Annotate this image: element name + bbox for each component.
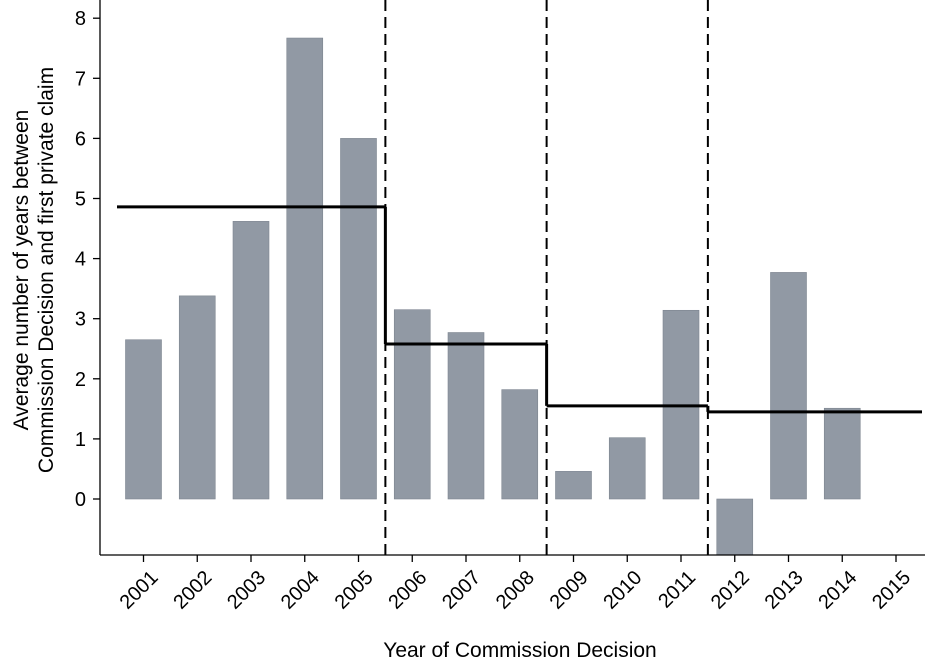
y-tick-label-4: 4 bbox=[75, 249, 86, 271]
x-tick-label-2008: 2008 bbox=[492, 567, 539, 614]
bar-2002 bbox=[178, 295, 216, 500]
y-tick-label-0: 0 bbox=[75, 489, 86, 511]
y-tick-label-2: 2 bbox=[75, 369, 86, 391]
y-tick-label-3: 3 bbox=[75, 309, 86, 331]
x-tick-labels: 2001 2002 2003 2004 2005 2006 2007 2008 2009 2010… bbox=[116, 567, 916, 614]
bar-2001 bbox=[125, 339, 162, 500]
x-tick-label-2005: 2005 bbox=[331, 567, 378, 614]
bar-2013 bbox=[770, 272, 807, 500]
x-tick-label-2001: 2001 bbox=[116, 567, 163, 614]
bar-2006 bbox=[393, 309, 431, 500]
y-axis-title-line-2: Commission Decision and first private cl… bbox=[35, 67, 58, 473]
bar-2004 bbox=[286, 37, 324, 500]
x-tick-label-2011: 2011 bbox=[654, 567, 700, 613]
x-tick-label-2007: 2007 bbox=[438, 567, 485, 614]
bar-2008 bbox=[501, 389, 539, 500]
x-tick-label-2010: 2010 bbox=[599, 567, 646, 614]
bar-2010 bbox=[608, 437, 646, 500]
x-tick-label-2013: 2013 bbox=[761, 567, 808, 614]
bars-group bbox=[125, 37, 861, 556]
axes-group bbox=[93, 0, 925, 562]
y-axis-title: Average number of years between Commissi… bbox=[10, 67, 58, 473]
x-tick-label-2004: 2004 bbox=[277, 567, 324, 614]
bar-2012 bbox=[716, 498, 754, 556]
bar-2007 bbox=[447, 332, 485, 500]
x-tick-label-2002: 2002 bbox=[169, 567, 216, 614]
bar-2014 bbox=[823, 407, 861, 500]
x-tick-label-2015: 2015 bbox=[868, 567, 915, 614]
x-tick-label-2009: 2009 bbox=[546, 567, 593, 614]
bar-2005 bbox=[340, 138, 377, 500]
y-axis-title-line-1: Average number of years between bbox=[10, 110, 33, 431]
x-axis-title: Year of Commission Decision bbox=[383, 639, 657, 662]
y-tick-label-1: 1 bbox=[75, 429, 86, 451]
bar-2003 bbox=[232, 221, 270, 500]
x-tick-label-2003: 2003 bbox=[223, 567, 270, 614]
x-tick-label-2006: 2006 bbox=[384, 567, 431, 614]
y-tick-label-5: 5 bbox=[75, 189, 86, 211]
y-tick-labels: 0 1 2 3 4 5 6 7 8 bbox=[75, 8, 86, 511]
x-tick-label-2014: 2014 bbox=[814, 567, 861, 614]
bar-2009 bbox=[555, 471, 592, 500]
period-breaks-group bbox=[384, 0, 709, 555]
y-tick-label-8: 8 bbox=[75, 8, 86, 30]
y-tick-label-6: 6 bbox=[75, 128, 86, 150]
x-tick-label-2012: 2012 bbox=[707, 567, 754, 614]
y-tick-label-7: 7 bbox=[75, 68, 86, 90]
